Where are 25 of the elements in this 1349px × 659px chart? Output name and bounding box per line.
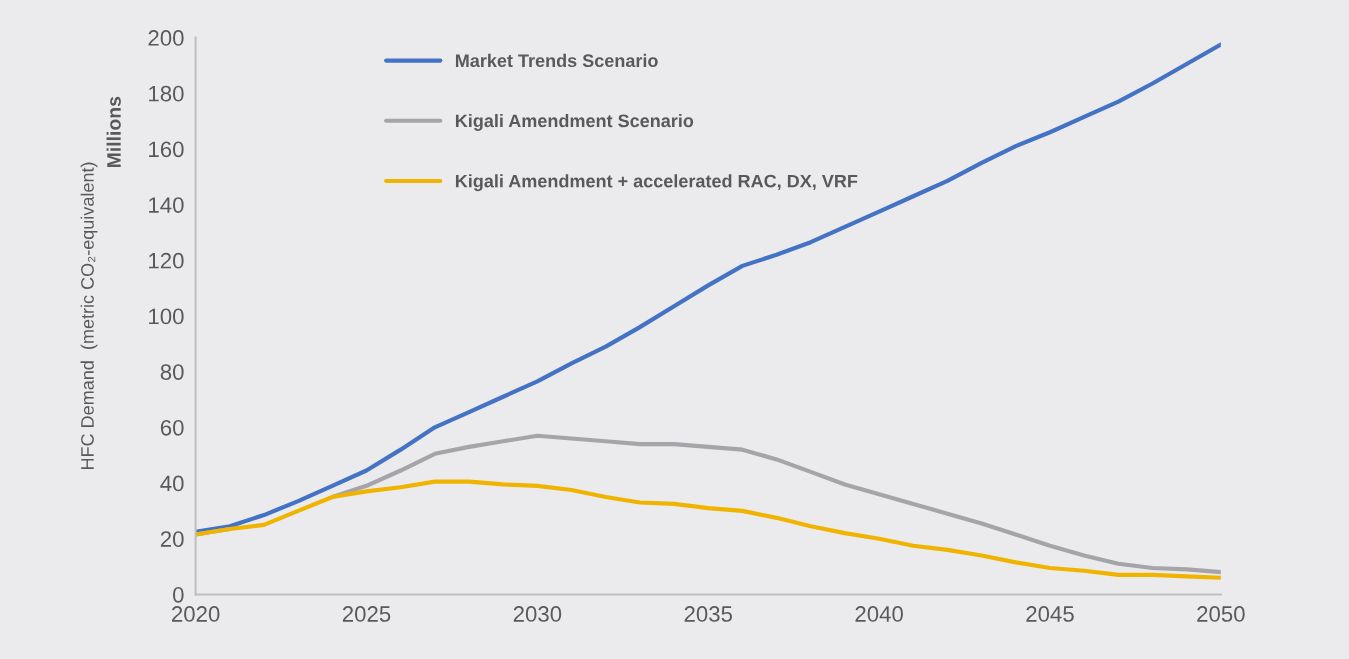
line-series	[195, 42, 1221, 534]
y-tick-label: 80	[160, 364, 184, 380]
x-tick-label: 2050	[1197, 606, 1245, 622]
legend-label: Kigali Amendment + accelerated RAC, DX, VRF	[455, 174, 858, 192]
line-series	[195, 479, 1221, 580]
legend-label: Kigali Amendment Scenario	[455, 113, 694, 131]
y-tick-label: 60	[160, 419, 184, 436]
x-tick-label: 2045	[1026, 606, 1074, 622]
text: Millions	[106, 96, 121, 168]
x-tick-label: 2020	[172, 606, 220, 622]
y-tick-label: 180	[149, 85, 184, 102]
legend-label: Market Trends Scenario	[455, 53, 658, 68]
y-tick-label: 160	[149, 141, 184, 158]
x-tick-label: 2030	[513, 606, 562, 622]
x-tick-label: 2040	[855, 606, 903, 622]
y-axis-title: HFC Demand (metric CO₂-equivalent)	[80, 162, 98, 470]
y-tick-label: 20	[160, 531, 184, 547]
y-tick-label: 40	[160, 475, 184, 492]
y-tick-label: 120	[149, 252, 184, 269]
y-tick-label: 200	[148, 30, 184, 46]
x-tick-label: 2035	[684, 606, 733, 622]
y-tick-label: 140	[149, 197, 184, 213]
y-tick-label: 100	[149, 308, 184, 325]
x-tick-label: 2025	[342, 606, 391, 622]
y-tick-label: 0	[173, 586, 184, 603]
